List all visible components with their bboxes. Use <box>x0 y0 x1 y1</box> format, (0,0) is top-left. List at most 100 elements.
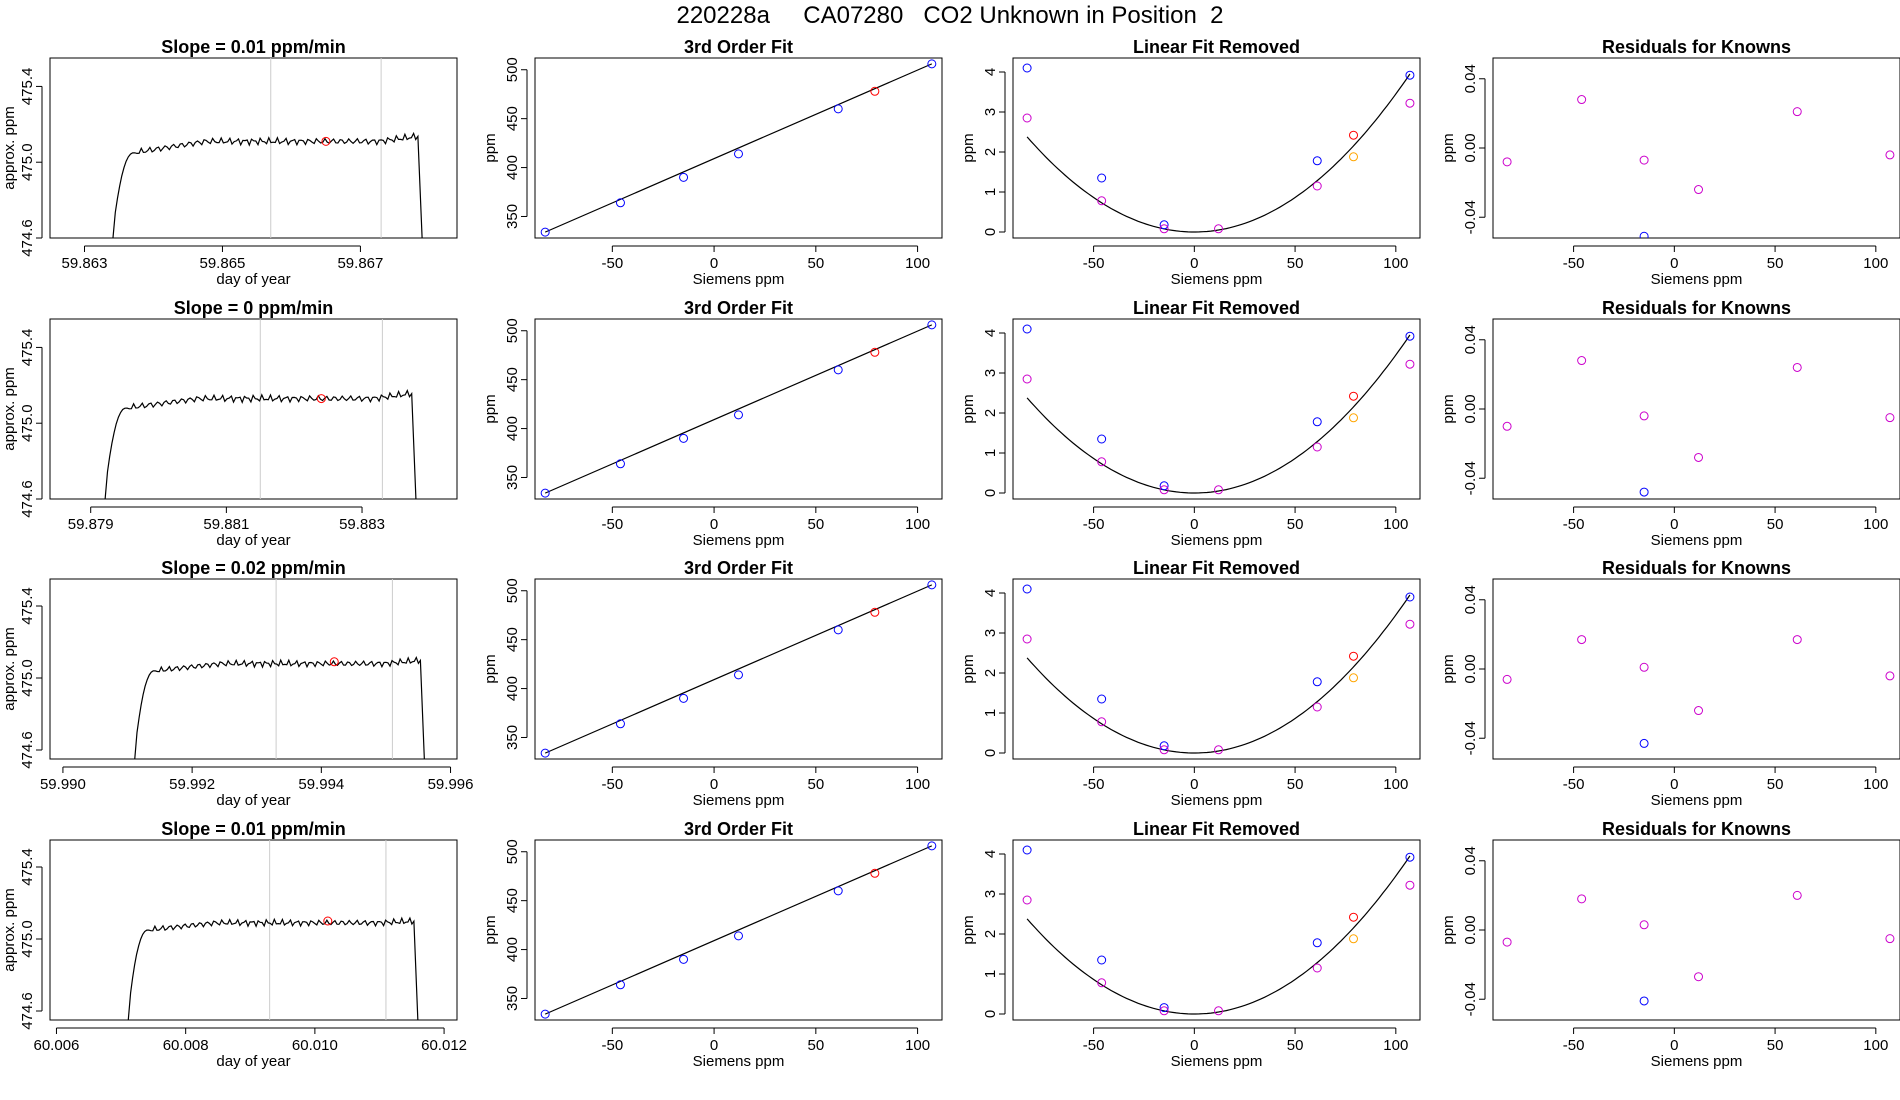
data-point-excluded <box>1405 98 1415 108</box>
data-point-excluded <box>1639 155 1649 165</box>
data-point-known <box>734 931 743 941</box>
data-point-excluded <box>1694 972 1704 982</box>
panel-title: Linear Fit Removed <box>1133 819 1300 839</box>
plot-area <box>104 319 417 499</box>
plot-area <box>1502 635 1895 748</box>
panel-3-1: Slope = 0.02 ppm/min 59.990 59.992 59.994 59… <box>1 558 473 809</box>
x-axis-label: day of year <box>216 271 290 288</box>
data-point-excluded <box>1097 196 1107 206</box>
unknown-mean-point <box>316 394 326 404</box>
data-point-known <box>1097 694 1107 704</box>
data-point-known <box>833 365 843 375</box>
panel-title: Residuals for Knowns <box>1602 819 1791 839</box>
y-tick-label: 400 <box>504 676 521 701</box>
data-point-known <box>1022 63 1032 73</box>
panel-title: Slope = 0.01 ppm/min <box>161 819 346 839</box>
x-axis-label: Siemens ppm <box>1651 1053 1743 1070</box>
x-tick-label: -50 <box>601 1037 623 1054</box>
data-point-unknown <box>870 607 880 617</box>
x-tick-label: 0 <box>710 1037 718 1054</box>
x-tick-label: 50 <box>807 776 824 793</box>
data-point-known <box>1097 434 1107 444</box>
data-point-known <box>734 410 743 420</box>
data-point-known <box>1312 156 1322 166</box>
x-tick-label: -50 <box>1563 776 1585 793</box>
x-tick-label: -50 <box>1563 255 1585 272</box>
panel-title: Slope = 0 ppm/min <box>174 298 334 318</box>
plot-frame <box>1012 578 1421 760</box>
x-axis-label: Siemens ppm <box>693 271 785 288</box>
y-tick-label: 1 <box>982 709 999 717</box>
x-tick-label: 0 <box>710 255 718 272</box>
data-point-flagged <box>1349 413 1359 423</box>
plot-frame <box>1012 318 1421 500</box>
y-tick-label: 350 <box>504 725 521 750</box>
x-tick-label: 0 <box>1190 255 1198 272</box>
data-point-excluded <box>1577 356 1587 366</box>
x-tick-label: 59.994 <box>298 776 344 793</box>
plot-area <box>1022 584 1415 755</box>
y-tick-label: 474.6 <box>19 480 36 518</box>
data-point-excluded <box>1885 934 1895 944</box>
x-tick-label: 59.996 <box>428 776 474 793</box>
y-tick-label: 0.04 <box>1462 846 1479 875</box>
data-point-excluded <box>1694 706 1704 716</box>
x-tick-label: 100 <box>905 776 930 793</box>
data-point-known <box>927 580 937 590</box>
x-tick-label: 0 <box>1670 776 1678 793</box>
data-point-unknown <box>870 868 880 878</box>
panel-3-4: Residuals for Knowns -50 0 50 100 Siemens ppm… <box>1440 558 1900 809</box>
panel-title: Slope = 0.02 ppm/min <box>161 558 346 578</box>
y-axis-label: approx. ppm <box>1 888 18 971</box>
y-tick-label: 1 <box>982 188 999 196</box>
plot-area <box>1502 356 1895 497</box>
concentration-trace <box>104 389 417 499</box>
data-point-unknown <box>1349 912 1359 922</box>
data-point-known <box>1405 70 1415 80</box>
data-point-excluded <box>1502 157 1512 167</box>
x-tick-label: -50 <box>1083 776 1105 793</box>
x-tick-label: 60.006 <box>34 1037 80 1054</box>
data-point-excluded <box>1312 702 1322 712</box>
plot-area <box>1502 95 1895 238</box>
y-tick-label: 474.6 <box>19 992 36 1030</box>
panel-title: 3rd Order Fit <box>684 819 793 839</box>
data-point-excluded <box>1885 150 1895 160</box>
y-tick-label: 475.0 <box>19 920 36 958</box>
data-point-excluded <box>1022 895 1032 905</box>
plot-frame <box>49 578 458 760</box>
fit-curve <box>1026 855 1411 1015</box>
data-point-unknown <box>1349 651 1359 661</box>
data-point-unknown <box>870 86 880 96</box>
data-point-known <box>679 693 689 703</box>
y-tick-label: 400 <box>504 155 521 180</box>
data-point-excluded <box>1214 745 1224 755</box>
y-tick-label: 450 <box>504 367 521 392</box>
y-tick-label: 2 <box>982 409 999 417</box>
unknown-mean-point <box>323 916 333 926</box>
x-axis-label: Siemens ppm <box>1171 792 1263 809</box>
y-axis-label: ppm <box>960 915 977 944</box>
data-point-excluded <box>1577 635 1587 645</box>
y-tick-label: 450 <box>504 888 521 913</box>
x-axis-label: Siemens ppm <box>693 792 785 809</box>
data-point-excluded <box>1312 181 1322 191</box>
x-tick-label: 50 <box>1767 776 1784 793</box>
y-tick-label: 4 <box>982 329 999 337</box>
x-axis-label: Siemens ppm <box>1171 532 1263 549</box>
y-tick-label: -0.04 <box>1462 721 1479 755</box>
x-tick-label: 59.990 <box>40 776 86 793</box>
y-tick-label: 475.4 <box>19 587 36 625</box>
panel-title: 3rd Order Fit <box>684 37 793 57</box>
y-tick-label: 0.04 <box>1462 325 1479 354</box>
x-tick-label: 100 <box>905 1037 930 1054</box>
data-point-known <box>615 198 625 208</box>
fit-curve <box>1026 73 1411 233</box>
data-point-excluded <box>1405 359 1415 369</box>
data-point-excluded <box>1792 890 1802 900</box>
y-tick-label: 3 <box>982 890 999 898</box>
y-tick-label: 2 <box>982 669 999 677</box>
y-tick-label: 1 <box>982 449 999 457</box>
data-point-excluded <box>1405 619 1415 629</box>
y-tick-label: 400 <box>504 416 521 441</box>
